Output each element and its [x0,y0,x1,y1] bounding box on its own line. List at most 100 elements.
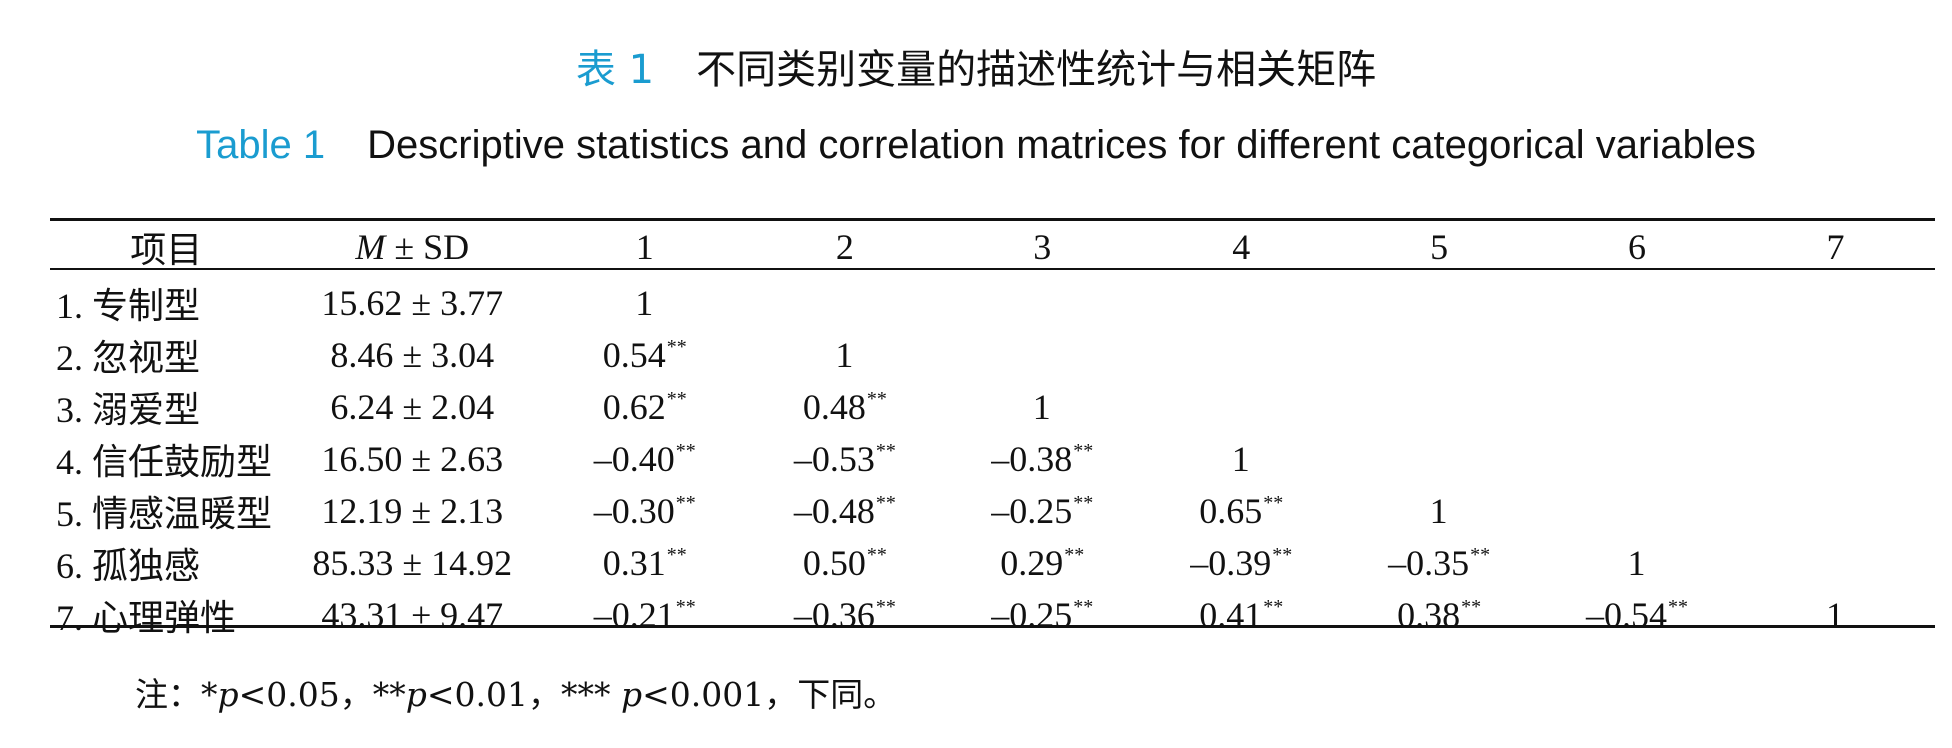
correlation-value: 0.29 [1000,543,1064,583]
correlation-cell: 1 [748,329,943,381]
table-top-rule [50,218,1935,221]
correlation-value: 0.62 [602,387,666,427]
correlation-cell: –0.21** [542,589,747,641]
header-msd-m: M [355,227,386,267]
correlation-value: –0.54 [1586,595,1668,635]
correlation-cell: –0.25** [942,589,1142,641]
header-col-4: 4 [1232,227,1251,267]
significance-marker: ** [866,388,887,410]
row-item-label: 5. 情感温暖型 [56,494,273,534]
significance-marker: ** [875,596,896,618]
row-item-label: 2. 忽视型 [56,338,201,378]
note-p-2: p [405,675,427,714]
correlation-cell [1736,433,1935,485]
correlation-cell: –0.54** [1538,589,1736,641]
table-row: 1. 专制型 15.62 ± 3.77 1 [50,273,1935,329]
correlation-value: 1 [1231,439,1250,479]
header-col-6: 6 [1628,227,1647,267]
row-mean-sd: 43.31 ± 9.47 [321,595,504,635]
row-mean-sd: 8.46 ± 3.04 [330,335,495,375]
significance-marker: ** [666,388,687,410]
correlation-value: 0.54 [602,335,666,375]
correlation-cell [1340,381,1538,433]
note-threshold-2: <0.01， [426,675,562,714]
table-label-en: Table 1 [196,123,326,167]
significance-marker: ** [1263,492,1284,514]
correlation-cell [1538,381,1736,433]
correlation-cell: 1 [1736,589,1935,641]
header-col-7: 7 [1826,227,1845,267]
correlation-cell: 0.54** [542,329,747,381]
row-mean-sd: 16.50 ± 2.63 [321,439,504,479]
table-title-en: Table 1 Descriptive statistics and correl… [0,116,1952,174]
correlation-value: 0.50 [802,543,866,583]
correlation-value: –0.40 [593,439,675,479]
correlation-cell [1736,329,1935,381]
correlation-cell: –0.39** [1142,537,1340,589]
significance-marker: ** [666,336,687,358]
row-mean-sd: 6.24 ± 2.04 [330,387,495,427]
correlation-value: 0.38 [1397,595,1461,635]
correlation-cell: 1 [1538,537,1736,589]
header-col-2: 2 [835,227,854,267]
correlation-cell: 0.65** [1142,485,1340,537]
correlation-cell: 1 [1142,433,1340,485]
correlation-cell [1538,273,1736,329]
row-mean-sd: 12.19 ± 2.13 [321,491,504,531]
note-p-3: p [621,675,643,714]
table-body: 1. 专制型 15.62 ± 3.77 1 2. 忽视型 8.46 ± 3.04 0.54… [50,273,1935,641]
row-item-label: 1. 专制型 [56,286,201,326]
correlation-cell: –0.36** [748,589,943,641]
table-title-text-cn: 不同类别变量的描述性统计与相关矩阵 [696,47,1377,93]
row-mean-sd: 15.62 ± 3.77 [321,283,504,323]
correlation-value: 1 [835,335,854,375]
note-threshold-3: <0.001， [642,675,798,714]
correlation-value: –0.53 [793,439,875,479]
correlation-cell: –0.53** [748,433,943,485]
table-title-cn: 表 1 不同类别变量的描述性统计与相关矩阵 [0,40,1952,100]
correlation-value: –0.30 [593,491,675,531]
significance-marker: ** [675,596,696,618]
significance-marker: ** [1263,596,1284,618]
header-msd-rest: ± SD [385,227,470,267]
correlation-value: –0.39 [1190,543,1272,583]
correlation-cell [1142,273,1340,329]
table-row: 6. 孤独感 85.33 ± 14.92 0.31** 0.50** 0.29** –0.… [50,537,1935,589]
significance-marker: ** [675,492,696,514]
correlation-cell: 0.41** [1142,589,1340,641]
correlation-cell [1142,381,1340,433]
correlation-value: –0.35 [1388,543,1470,583]
correlation-value: 1 [1627,543,1646,583]
significance-marker: ** [675,440,696,462]
table-header-rule [50,268,1935,270]
correlation-cell [942,329,1142,381]
note-stars-2: ** [372,675,406,714]
header-item: 项目 [130,230,203,270]
correlation-cell [1538,433,1736,485]
correlation-value: 0.41 [1199,595,1263,635]
row-item-label: 6. 孤独感 [56,546,201,586]
correlation-value: 1 [635,283,654,323]
correlation-cell: –0.48** [748,485,943,537]
correlation-cell: 1 [1340,485,1538,537]
correlation-cell: 0.38** [1340,589,1538,641]
correlation-cell: –0.30** [542,485,747,537]
correlation-cell [1142,329,1340,381]
significance-marker: ** [875,440,896,462]
correlation-value: 0.31 [602,543,666,583]
correlation-cell [1340,433,1538,485]
significance-marker: ** [1073,596,1094,618]
correlation-cell [1340,329,1538,381]
note-p-1: p [217,675,239,714]
table-bottom-rule [50,625,1935,628]
table-row: 2. 忽视型 8.46 ± 3.04 0.54** 1 [50,329,1935,381]
correlation-value: –0.38 [991,439,1073,479]
significance-marker: ** [1470,544,1491,566]
correlation-value: –0.36 [793,595,875,635]
table-title-text-en: Descriptive statistics and correlation m… [367,123,1756,167]
significance-marker: ** [1064,544,1085,566]
correlation-value: 1 [1825,595,1844,635]
correlation-cell [1736,485,1935,537]
correlation-cell [1736,381,1935,433]
correlation-value: 0.48 [802,387,866,427]
